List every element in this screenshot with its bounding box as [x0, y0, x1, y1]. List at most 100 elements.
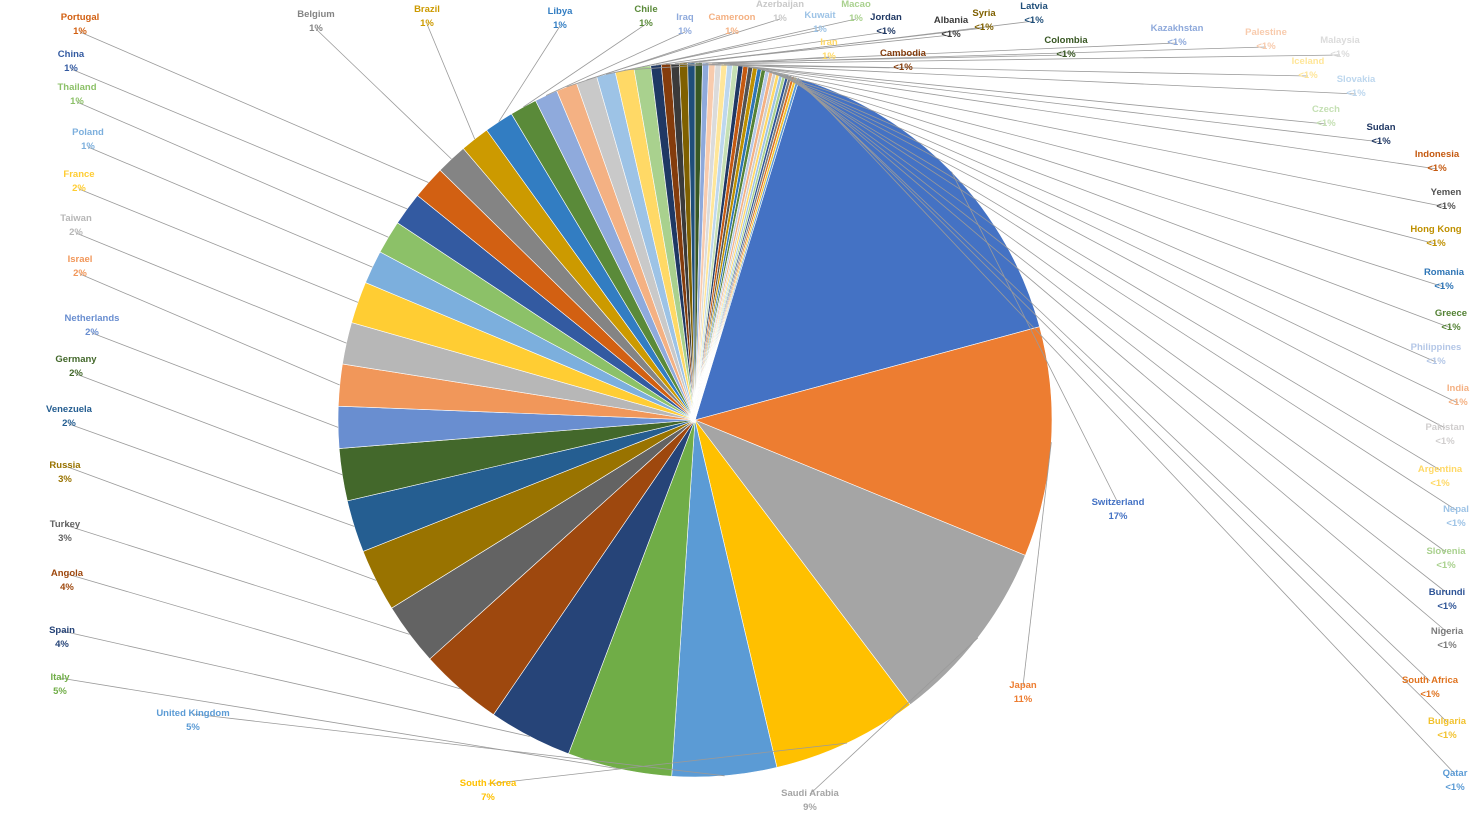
slice-label-cameroon: Cameroon	[709, 12, 756, 23]
slice-label-slovenia: Slovenia	[1426, 546, 1466, 557]
leader-line-saudi-arabia	[809, 637, 979, 795]
slice-label-palestine: Palestine	[1245, 27, 1287, 38]
slice-label-albania: Albania	[934, 15, 969, 26]
slice-value-italy: 5%	[53, 686, 67, 697]
slice-value-colombia: <1%	[1056, 49, 1076, 60]
slice-label-russia: Russia	[49, 460, 81, 471]
slice-value-israel: 2%	[73, 268, 87, 279]
slice-value-hong-kong: <1%	[1426, 238, 1446, 249]
leader-line-thailand	[76, 101, 389, 238]
slice-value-turkey: 3%	[58, 533, 72, 544]
slice-label-romania: Romania	[1424, 267, 1465, 278]
slice-label-thailand: Thailand	[57, 82, 96, 93]
leader-line-bulgaria	[795, 77, 1448, 723]
slice-label-taiwan: Taiwan	[60, 213, 92, 224]
slice-value-belgium: 1%	[309, 23, 323, 34]
slice-value-thailand: 1%	[70, 96, 84, 107]
slice-label-china: China	[58, 49, 85, 60]
slice-value-qatar: <1%	[1445, 782, 1465, 793]
slice-value-netherlands: 2%	[85, 327, 99, 338]
leader-line-japan	[1022, 442, 1052, 687]
leader-lines-layer	[59, 18, 1459, 795]
slice-label-angola: Angola	[51, 568, 84, 579]
slice-value-philippines: <1%	[1426, 356, 1446, 367]
slice-value-united-kingdom: 5%	[186, 722, 200, 733]
slice-label-yemen: Yemen	[1431, 187, 1462, 198]
slice-label-malaysia: Malaysia	[1320, 35, 1360, 46]
slice-label-turkey: Turkey	[50, 519, 81, 530]
leader-line-nepal	[781, 73, 1457, 511]
leader-line-philippines	[767, 70, 1437, 363]
slice-value-angola: 4%	[60, 582, 74, 593]
leader-line-indonesia	[745, 66, 1438, 170]
leader-line-latvia	[691, 20, 1035, 64]
slice-value-cambodia: <1%	[893, 62, 913, 73]
leader-line-iraq	[545, 31, 686, 96]
leader-line-azerbaijan	[586, 18, 781, 81]
slice-value-iran: 1%	[822, 51, 836, 62]
slice-value-venezuela: 2%	[62, 418, 76, 429]
slice-value-pakistan: <1%	[1435, 436, 1455, 447]
slice-value-germany: 2%	[69, 368, 83, 379]
slice-label-portugal: Portugal	[61, 12, 100, 23]
leader-line-romania	[759, 68, 1445, 288]
slice-value-iceland: <1%	[1298, 70, 1318, 81]
slice-label-poland: Poland	[72, 127, 104, 138]
slice-label-saudi-arabia: Saudi Arabia	[781, 788, 839, 799]
slice-value-romania: <1%	[1434, 281, 1454, 292]
slice-value-japan: 11%	[1014, 694, 1033, 705]
slice-value-south-africa: <1%	[1420, 689, 1440, 700]
slice-value-greece: <1%	[1441, 322, 1461, 333]
leader-line-iceland	[724, 63, 1309, 77]
slice-value-sudan: <1%	[1371, 136, 1391, 147]
leader-line-turkey	[64, 524, 410, 635]
slice-value-russia: 3%	[58, 474, 72, 485]
slice-value-azerbaijan: 1%	[773, 13, 787, 24]
slice-label-qatar: Qatar	[1443, 768, 1468, 779]
slice-label-chile: Chile	[634, 4, 657, 15]
slice-value-china: 1%	[64, 63, 78, 74]
leader-line-china	[70, 68, 408, 210]
slice-label-pakistan: Pakistan	[1425, 422, 1464, 433]
slice-value-iraq: 1%	[678, 26, 692, 37]
leader-line-russia	[64, 465, 377, 581]
slice-label-philippines: Philippines	[1411, 342, 1462, 353]
leader-line-israel	[79, 273, 340, 386]
slice-value-france: 2%	[72, 183, 86, 194]
slice-value-brazil: 1%	[420, 18, 434, 29]
slice-label-france: France	[63, 169, 94, 180]
slice-value-switzerland: 17%	[1108, 511, 1128, 522]
leader-line-greece	[763, 69, 1452, 329]
slice-value-burundi: <1%	[1437, 601, 1457, 612]
leader-line-south-africa	[792, 76, 1431, 682]
leader-line-brazil	[426, 23, 476, 140]
leader-line-angola	[66, 573, 461, 690]
slice-label-jordan: Jordan	[870, 12, 902, 23]
leader-line-malaysia	[718, 54, 1341, 65]
slice-value-slovenia: <1%	[1436, 560, 1456, 571]
leader-line-taiwan	[75, 232, 347, 344]
slice-label-macao: Macao	[841, 0, 871, 10]
slice-label-iceland: Iceland	[1292, 56, 1325, 67]
slice-label-latvia: Latvia	[1020, 1, 1048, 12]
slice-label-japan: Japan	[1009, 680, 1037, 691]
slice-label-cambodia: Cambodia	[880, 48, 927, 59]
slice-qatar	[694, 77, 800, 421]
slice-value-macao: 1%	[849, 13, 863, 24]
slice-value-india: <1%	[1448, 397, 1468, 408]
slice-value-czech: <1%	[1316, 118, 1336, 129]
leader-line-slovakia	[729, 64, 1357, 95]
leader-line-netherlands	[91, 332, 339, 428]
slice-label-italy: Italy	[50, 672, 70, 683]
leader-line-burundi	[787, 74, 1448, 594]
slice-value-south-korea: 7%	[481, 792, 495, 803]
leader-line-slovenia	[784, 74, 1447, 553]
slice-value-syria: <1%	[974, 22, 994, 33]
slice-label-colombia: Colombia	[1044, 35, 1088, 46]
slice-value-palestine: <1%	[1256, 41, 1276, 52]
slice-label-iraq: Iraq	[676, 12, 694, 23]
slice-value-bulgaria: <1%	[1437, 730, 1457, 741]
labels-layer: Switzerland 17% Japan 11% Saudi Arabia 9% Sout…	[46, 0, 1470, 813]
